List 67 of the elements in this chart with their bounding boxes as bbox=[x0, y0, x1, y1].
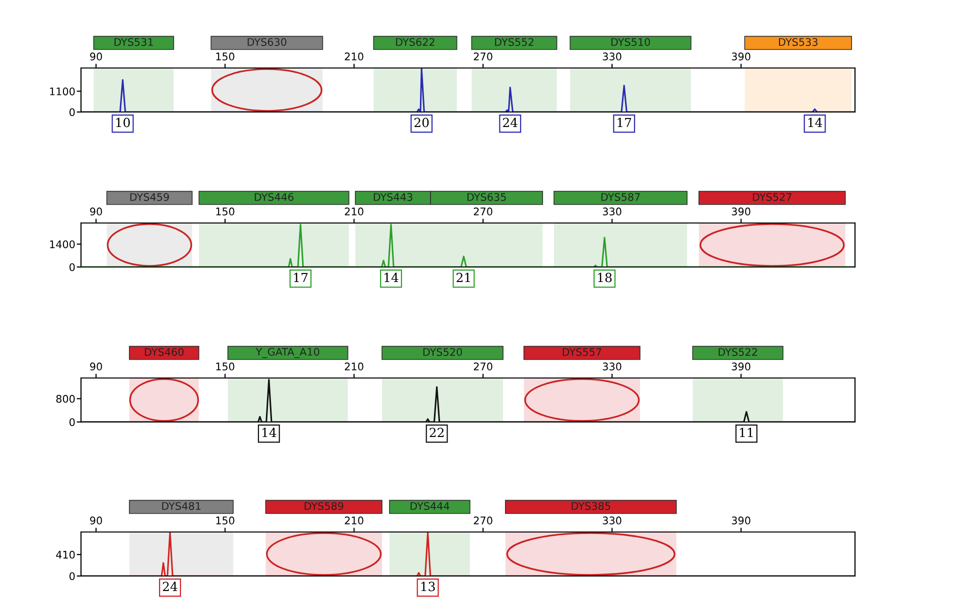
band-label: DYS460 bbox=[144, 348, 184, 356]
x-tick-label: 150 bbox=[216, 362, 234, 370]
annotation: 21 bbox=[456, 272, 470, 282]
y-tick-label: 1100 bbox=[50, 87, 75, 96]
x-tick-label: 270 bbox=[474, 52, 492, 60]
x-tick-label: 330 bbox=[602, 516, 622, 524]
x-tick-label: 150 bbox=[216, 52, 234, 60]
annotation: 14 bbox=[808, 118, 822, 128]
annotation: 14 bbox=[384, 272, 398, 282]
y-tick-label: 800 bbox=[56, 394, 75, 403]
band-label: DYS459 bbox=[130, 193, 169, 201]
annotation: 22 bbox=[430, 428, 444, 438]
x-tick-label: 390 bbox=[732, 208, 750, 216]
annotation: 13 bbox=[421, 582, 435, 592]
x-tick-label: 270 bbox=[474, 516, 492, 524]
x-tick-label: 90 bbox=[90, 208, 102, 216]
band-label: DYS520 bbox=[423, 348, 462, 356]
x-tick-label: 270 bbox=[474, 362, 492, 370]
band-label: DYS552 bbox=[495, 38, 534, 46]
band-label: DYS527 bbox=[752, 193, 792, 201]
band-label: Y_GATA_A10 bbox=[256, 348, 320, 358]
band-label: DYS622 bbox=[396, 38, 434, 46]
x-tick-label: 210 bbox=[344, 208, 364, 216]
x-tick-label: 390 bbox=[732, 362, 750, 370]
y-tick-label: 0 bbox=[70, 572, 75, 580]
x-tick-label: 150 bbox=[216, 516, 234, 524]
annotation: 24 bbox=[162, 582, 178, 592]
annotation: 17 bbox=[294, 272, 308, 282]
x-tick-label: 210 bbox=[344, 362, 364, 370]
y-tick-label: 410 bbox=[56, 550, 75, 559]
x-tick-label: 330 bbox=[602, 52, 622, 60]
band-label: DYS589 bbox=[304, 502, 344, 510]
band-label: DYS510 bbox=[611, 38, 650, 46]
annotation: 10 bbox=[116, 118, 130, 128]
y-tick-label: 0 bbox=[70, 418, 75, 426]
x-tick-label: 210 bbox=[344, 52, 364, 60]
x-tick-label: 90 bbox=[90, 516, 102, 524]
band-label: DYS522 bbox=[718, 348, 757, 356]
band-label: DYS557 bbox=[562, 348, 602, 356]
x-tick-label: 90 bbox=[90, 52, 102, 60]
x-tick-label: 150 bbox=[216, 208, 234, 216]
y-tick-label: 1400 bbox=[50, 240, 75, 248]
band-label: DYS443 bbox=[374, 193, 412, 201]
band-label: DYS446 bbox=[254, 193, 294, 201]
x-tick-label: 90 bbox=[90, 362, 102, 370]
x-tick-label: 390 bbox=[732, 52, 750, 60]
y-tick-label: 0 bbox=[70, 263, 75, 272]
annotation: 24 bbox=[503, 118, 518, 128]
band-label: DYS587 bbox=[601, 193, 640, 201]
band-label: DYS444 bbox=[410, 502, 450, 510]
band-label: DYS635 bbox=[467, 193, 506, 201]
annotation: 20 bbox=[414, 118, 429, 128]
band-label: DYS531 bbox=[114, 38, 153, 46]
annotation: 11 bbox=[740, 428, 753, 438]
band-label: DYS385 bbox=[572, 502, 610, 510]
band-label: DYS630 bbox=[248, 38, 286, 46]
annotation: 18 bbox=[598, 272, 612, 282]
annotation: 14 bbox=[262, 428, 276, 438]
y-tick-label: 0 bbox=[70, 108, 75, 116]
x-tick-label: 330 bbox=[602, 208, 622, 216]
annotation: 17 bbox=[618, 118, 632, 128]
x-tick-label: 330 bbox=[602, 362, 622, 370]
band-label: DYS481 bbox=[162, 502, 200, 510]
x-tick-label: 390 bbox=[732, 516, 750, 524]
x-tick-label: 210 bbox=[344, 516, 364, 524]
band-label: DYS533 bbox=[779, 38, 818, 46]
x-tick-label: 270 bbox=[474, 208, 492, 216]
